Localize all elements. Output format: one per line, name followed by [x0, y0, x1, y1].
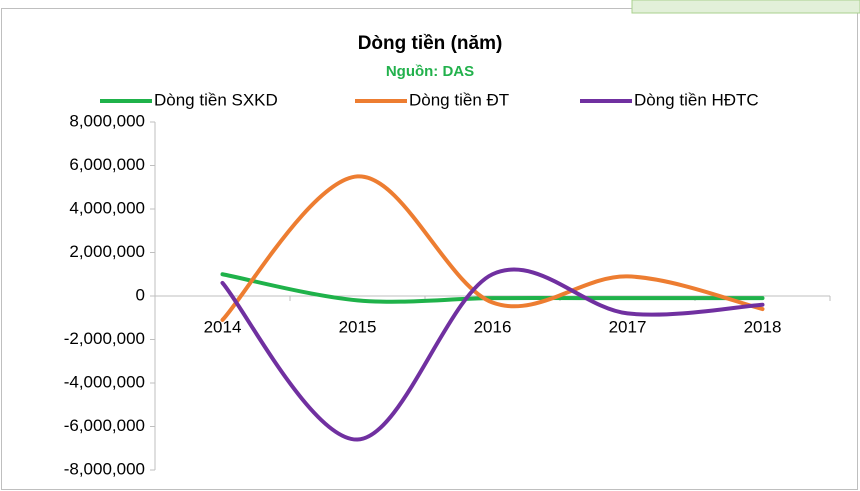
line-series — [220, 174, 765, 322]
y-tick-label: 2,000,000 — [69, 242, 145, 261]
x-tick-label: 2014 — [204, 317, 242, 336]
x-tick-label: 2018 — [744, 317, 782, 336]
line-series — [220, 267, 765, 442]
line-series — [220, 272, 765, 304]
x-tick-label: 2015 — [339, 317, 377, 336]
chart-border — [1, 8, 858, 490]
legend-label: Dòng tiền HĐTC — [634, 90, 759, 109]
x-tick-label: 2017 — [609, 317, 647, 336]
y-tick-label: 8,000,000 — [69, 111, 145, 130]
y-tick-label: -2,000,000 — [64, 329, 145, 348]
legend-label: Dòng tiền ĐT — [409, 90, 509, 109]
legend-label: Dòng tiền SXKD — [154, 90, 278, 109]
chart-subtitle: Nguồn: DAS — [386, 63, 474, 80]
x-tick-label: 2016 — [474, 317, 512, 336]
cell-highlight — [631, 0, 860, 14]
y-tick-label: -4,000,000 — [64, 372, 145, 391]
y-tick-label: 4,000,000 — [69, 198, 145, 217]
y-tick-label: -6,000,000 — [64, 416, 145, 435]
chart-title: Dòng tiền (năm) — [358, 33, 503, 54]
y-tick-label: -8,000,000 — [64, 459, 145, 478]
y-tick-label: 6,000,000 — [69, 155, 145, 174]
y-tick-label: 0 — [136, 285, 145, 304]
